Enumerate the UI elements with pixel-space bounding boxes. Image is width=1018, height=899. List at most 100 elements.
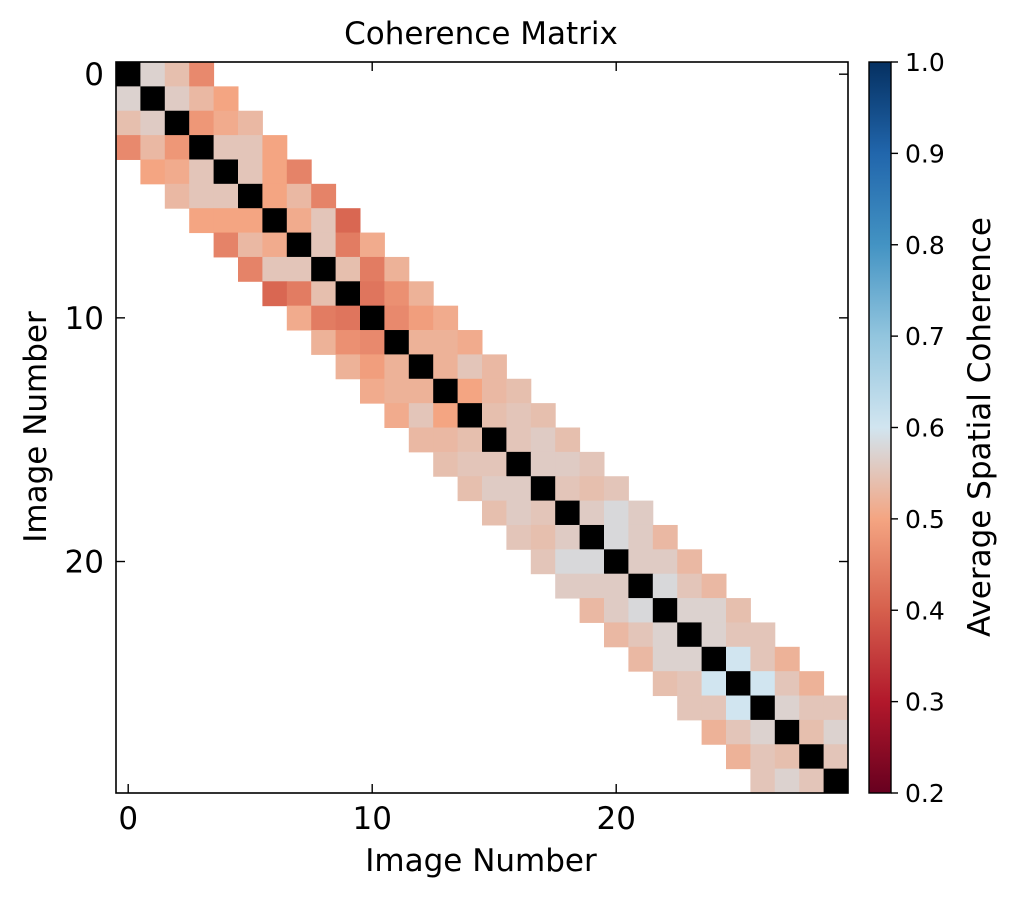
heatmap-cell	[579, 524, 605, 550]
heatmap-cell	[823, 719, 849, 745]
heatmap-cell	[579, 598, 605, 623]
heatmap-cell	[579, 573, 605, 599]
heatmap-cell	[457, 476, 483, 502]
heatmap-cell	[726, 598, 751, 623]
heatmap-cell	[628, 500, 654, 526]
heatmap-cell	[799, 768, 825, 794]
heatmap-cell	[726, 671, 751, 697]
heatmap-cell	[213, 86, 239, 112]
heatmap-cell	[384, 305, 410, 331]
heatmap-cell	[360, 378, 385, 404]
heatmap-cell	[701, 695, 727, 721]
heatmap-cell	[360, 330, 385, 355]
heatmap-cell	[286, 159, 312, 185]
heatmap-cell	[140, 86, 166, 112]
heatmap-cell	[457, 403, 483, 428]
heatmap-cell	[335, 232, 361, 258]
heatmap-cell	[140, 135, 166, 160]
x-tick-label: 10	[352, 801, 391, 837]
heatmap-cell	[482, 354, 507, 380]
heatmap-cell	[238, 159, 263, 185]
heatmap-cell	[408, 281, 434, 307]
heatmap-cell	[555, 549, 581, 575]
heatmap-cell	[530, 427, 556, 453]
heatmap-cell	[286, 281, 312, 307]
heatmap-cell	[628, 524, 654, 550]
heatmap-cell	[335, 305, 361, 331]
heatmap-cell	[262, 135, 288, 160]
heatmap-cell	[457, 354, 483, 380]
heatmap-cell	[652, 573, 678, 599]
heatmap-cell	[164, 159, 190, 185]
heatmap-cell	[677, 622, 703, 648]
heatmap-cell	[140, 62, 166, 87]
heatmap-cell	[384, 378, 410, 404]
heatmap-cell	[360, 354, 385, 380]
heatmap-cell	[116, 110, 141, 136]
heatmap-cell	[164, 183, 190, 209]
heatmap-cell	[677, 573, 703, 599]
heatmap-cell	[652, 549, 678, 575]
heatmap-cell	[579, 451, 605, 477]
heatmap-cell	[238, 256, 263, 282]
heatmap-cell	[530, 403, 556, 428]
heatmap-cell	[530, 476, 556, 502]
heatmap-cell	[677, 549, 703, 575]
heatmap-cell	[189, 135, 215, 160]
heatmap-cell	[262, 281, 288, 307]
heatmap-cell	[189, 208, 215, 234]
heatmap-cell	[799, 695, 825, 721]
colorbar	[868, 61, 892, 794]
heatmap-cell	[823, 695, 849, 721]
heatmap-cell	[311, 256, 337, 282]
heatmap-cell	[286, 305, 312, 331]
y-tick-label: 0	[84, 57, 104, 93]
heatmap-cell	[579, 500, 605, 526]
heatmap-cell	[701, 671, 727, 697]
heatmap-cell	[433, 354, 459, 380]
heatmap-cell	[530, 451, 556, 477]
heatmap-cell	[701, 573, 727, 599]
heatmap-cell	[408, 378, 434, 404]
heatmap-cell	[726, 695, 751, 721]
heatmap-cell	[677, 646, 703, 672]
heatmap-cell	[579, 549, 605, 575]
heatmap-cell	[628, 573, 654, 599]
heatmap-cell	[262, 159, 288, 185]
heatmap-cell	[652, 524, 678, 550]
heatmap-cell	[604, 524, 629, 550]
y-axis-ticks: 0 10 20	[65, 57, 848, 581]
heatmap-cell	[433, 403, 459, 428]
heatmap-cell	[311, 281, 337, 307]
x-tick-label: 20	[596, 801, 635, 837]
colorbar-tick-label: 0.4	[905, 596, 945, 625]
heatmap-cell	[311, 232, 337, 258]
heatmap-cell	[335, 354, 361, 380]
heatmap-cell	[164, 110, 190, 136]
heatmap-cell	[213, 183, 239, 209]
heatmap-cell	[652, 598, 678, 623]
heatmap-cell	[213, 110, 239, 136]
heatmap-cell	[360, 232, 385, 258]
heatmap-cell	[579, 476, 605, 502]
heatmap-cell	[262, 208, 288, 234]
heatmap-cell	[457, 427, 483, 453]
x-axis-label: Image Number	[365, 843, 597, 879]
heatmap-cell	[408, 305, 434, 331]
heatmap-cell	[213, 135, 239, 160]
heatmap-cell	[726, 622, 751, 648]
heatmap-cell	[335, 256, 361, 282]
heatmap-cell	[457, 330, 483, 355]
heatmap-cell	[750, 671, 776, 697]
x-axis-ticks: 0 10 20	[118, 62, 636, 837]
heatmap-cell	[213, 208, 239, 234]
heatmap-cell	[555, 427, 581, 453]
heatmap-cell	[384, 256, 410, 282]
heatmap-cell	[604, 500, 629, 526]
heatmap-cell	[774, 671, 800, 697]
heatmap-cell	[311, 208, 337, 234]
heatmap-cell	[164, 86, 190, 112]
heatmap-cell	[311, 305, 337, 331]
heatmap-cell	[482, 403, 507, 428]
